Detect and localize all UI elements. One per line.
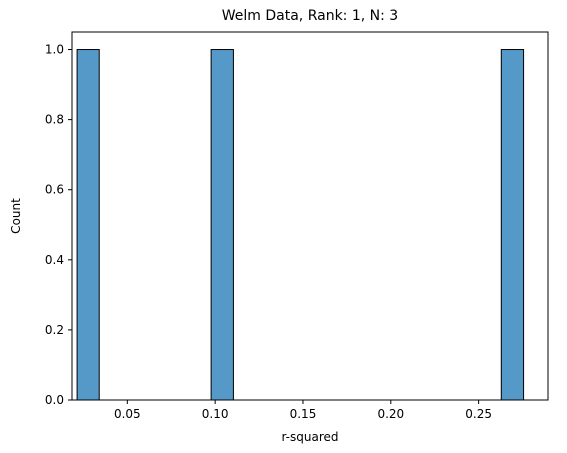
y-tick-label: 1.0	[45, 43, 64, 57]
chart-title: Welm Data, Rank: 1, N: 3	[222, 8, 398, 24]
histogram-bar	[210, 49, 234, 401]
y-tick-label: 0.6	[45, 183, 64, 197]
x-tick-label: 0.20	[377, 407, 404, 421]
y-tick-label: 0.8	[45, 113, 64, 127]
plot-frame	[71, 31, 549, 401]
histogram-bar	[76, 49, 100, 401]
x-tick-label: 0.05	[114, 407, 141, 421]
y-tick-label: 0.2	[45, 323, 64, 337]
y-tick-label: 0.0	[45, 393, 64, 407]
x-tick-label: 0.15	[290, 407, 317, 421]
y-axis-label: Count	[9, 198, 23, 234]
plot-area: 0.05 0.10 0.15 0.20 0.25 0.0 0.2 0.4 0.6 0.8 1.0	[45, 31, 549, 421]
histogram-bar	[500, 49, 525, 401]
x-tick-label: 0.10	[202, 407, 229, 421]
x-tick-label: 0.25	[465, 407, 492, 421]
y-tick-label: 0.4	[45, 253, 64, 267]
x-axis-label: r-squared	[282, 430, 339, 444]
